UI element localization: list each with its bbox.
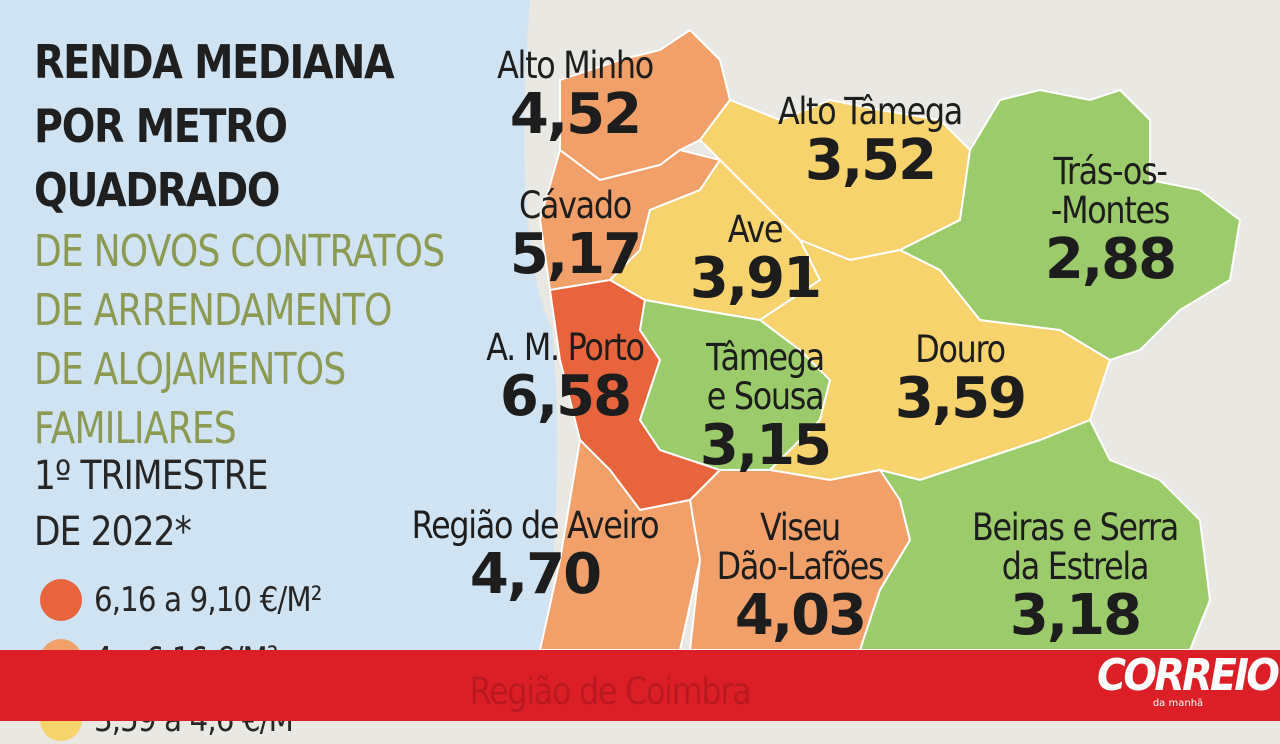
region-value: 3,15 <box>699 413 832 478</box>
region-label-ave: Ave 3,91 <box>680 210 830 309</box>
region-label-tamega-sousa: Tâmega e Sousa 3,15 <box>680 338 850 476</box>
region-label-regiao-aveiro: Região de Aveiro 4,70 <box>380 506 690 605</box>
map-title: RENDA MEDIANA POR METRO QUADRADO <box>34 35 395 217</box>
brand-tagline: da manhã <box>1152 698 1204 709</box>
region-label-douro: Douro 3,59 <box>880 330 1040 429</box>
region-value: 4,52 <box>509 82 642 147</box>
region-name: Trás-os- -Montes <box>1050 150 1170 232</box>
region-value: 4,70 <box>469 542 602 607</box>
legend-label: 6,16 a 9,10 €/M² <box>94 580 323 620</box>
brand-logo[interactable]: CORREIO da manhã <box>1088 650 1280 710</box>
legend-item-high: 6,16 a 9,10 €/M² <box>40 576 359 624</box>
region-name: Alto Minho <box>497 44 654 87</box>
region-value: 3,59 <box>894 366 1027 431</box>
region-value: 2,88 <box>1044 227 1177 292</box>
region-label-regiao-coimbra: Região de Coimbra <box>440 672 780 711</box>
map-subtitle: DE NOVOS CONTRATOS DE ARRENDAMENTO DE AL… <box>34 226 445 454</box>
region-label-beiras-serra-estrela: Beiras e Serra da Estrela 3,18 <box>940 508 1210 646</box>
region-label-alto-minho: Alto Minho 4,52 <box>470 46 680 145</box>
brand-name: CORREIO <box>1097 650 1280 701</box>
region-name: Região de Aveiro <box>411 504 660 547</box>
sea-background <box>0 0 557 720</box>
region-value: 5,17 <box>509 222 642 287</box>
period-label: 1º TRIMESTRE DE 2022* <box>34 453 269 555</box>
region-label-cavado: Cávado 5,17 <box>480 186 670 285</box>
region-name: Ave <box>727 208 784 251</box>
region-name: Região de Coimbra <box>469 670 752 713</box>
region-name: A. M. Porto <box>486 326 645 369</box>
region-value: 3,18 <box>1009 583 1142 648</box>
region-shape-tras-os-montes[interactable] <box>897 88 1242 362</box>
region-shape-beiras-serra-estrela[interactable] <box>858 418 1212 651</box>
region-value: 3,52 <box>804 128 937 193</box>
region-label-viseu-dao-lafoes: Viseu Dão-Lafões 4,03 <box>690 508 910 646</box>
region-name: Douro <box>915 328 1006 371</box>
region-value: 6,58 <box>499 364 632 429</box>
region-name: Alto Tâmega <box>778 90 963 133</box>
region-value: 4,03 <box>734 583 867 648</box>
region-value: 3,91 <box>689 246 822 311</box>
region-label-tras-os-montes: Trás-os- -Montes 2,88 <box>1010 152 1210 290</box>
region-label-am-porto: A. M. Porto 6,58 <box>440 328 690 427</box>
region-name: Cávado <box>519 184 632 227</box>
legend-swatch-high <box>40 579 82 621</box>
region-label-alto-tamega: Alto Tâmega 3,52 <box>750 92 990 191</box>
region-name: Viseu Dão-Lafões <box>716 506 885 588</box>
region-name: Tâmega e Sousa <box>706 336 825 418</box>
footer-bar <box>0 650 1280 721</box>
region-name: Beiras e Serra da Estrela <box>971 506 1179 588</box>
sea-area <box>0 0 557 720</box>
